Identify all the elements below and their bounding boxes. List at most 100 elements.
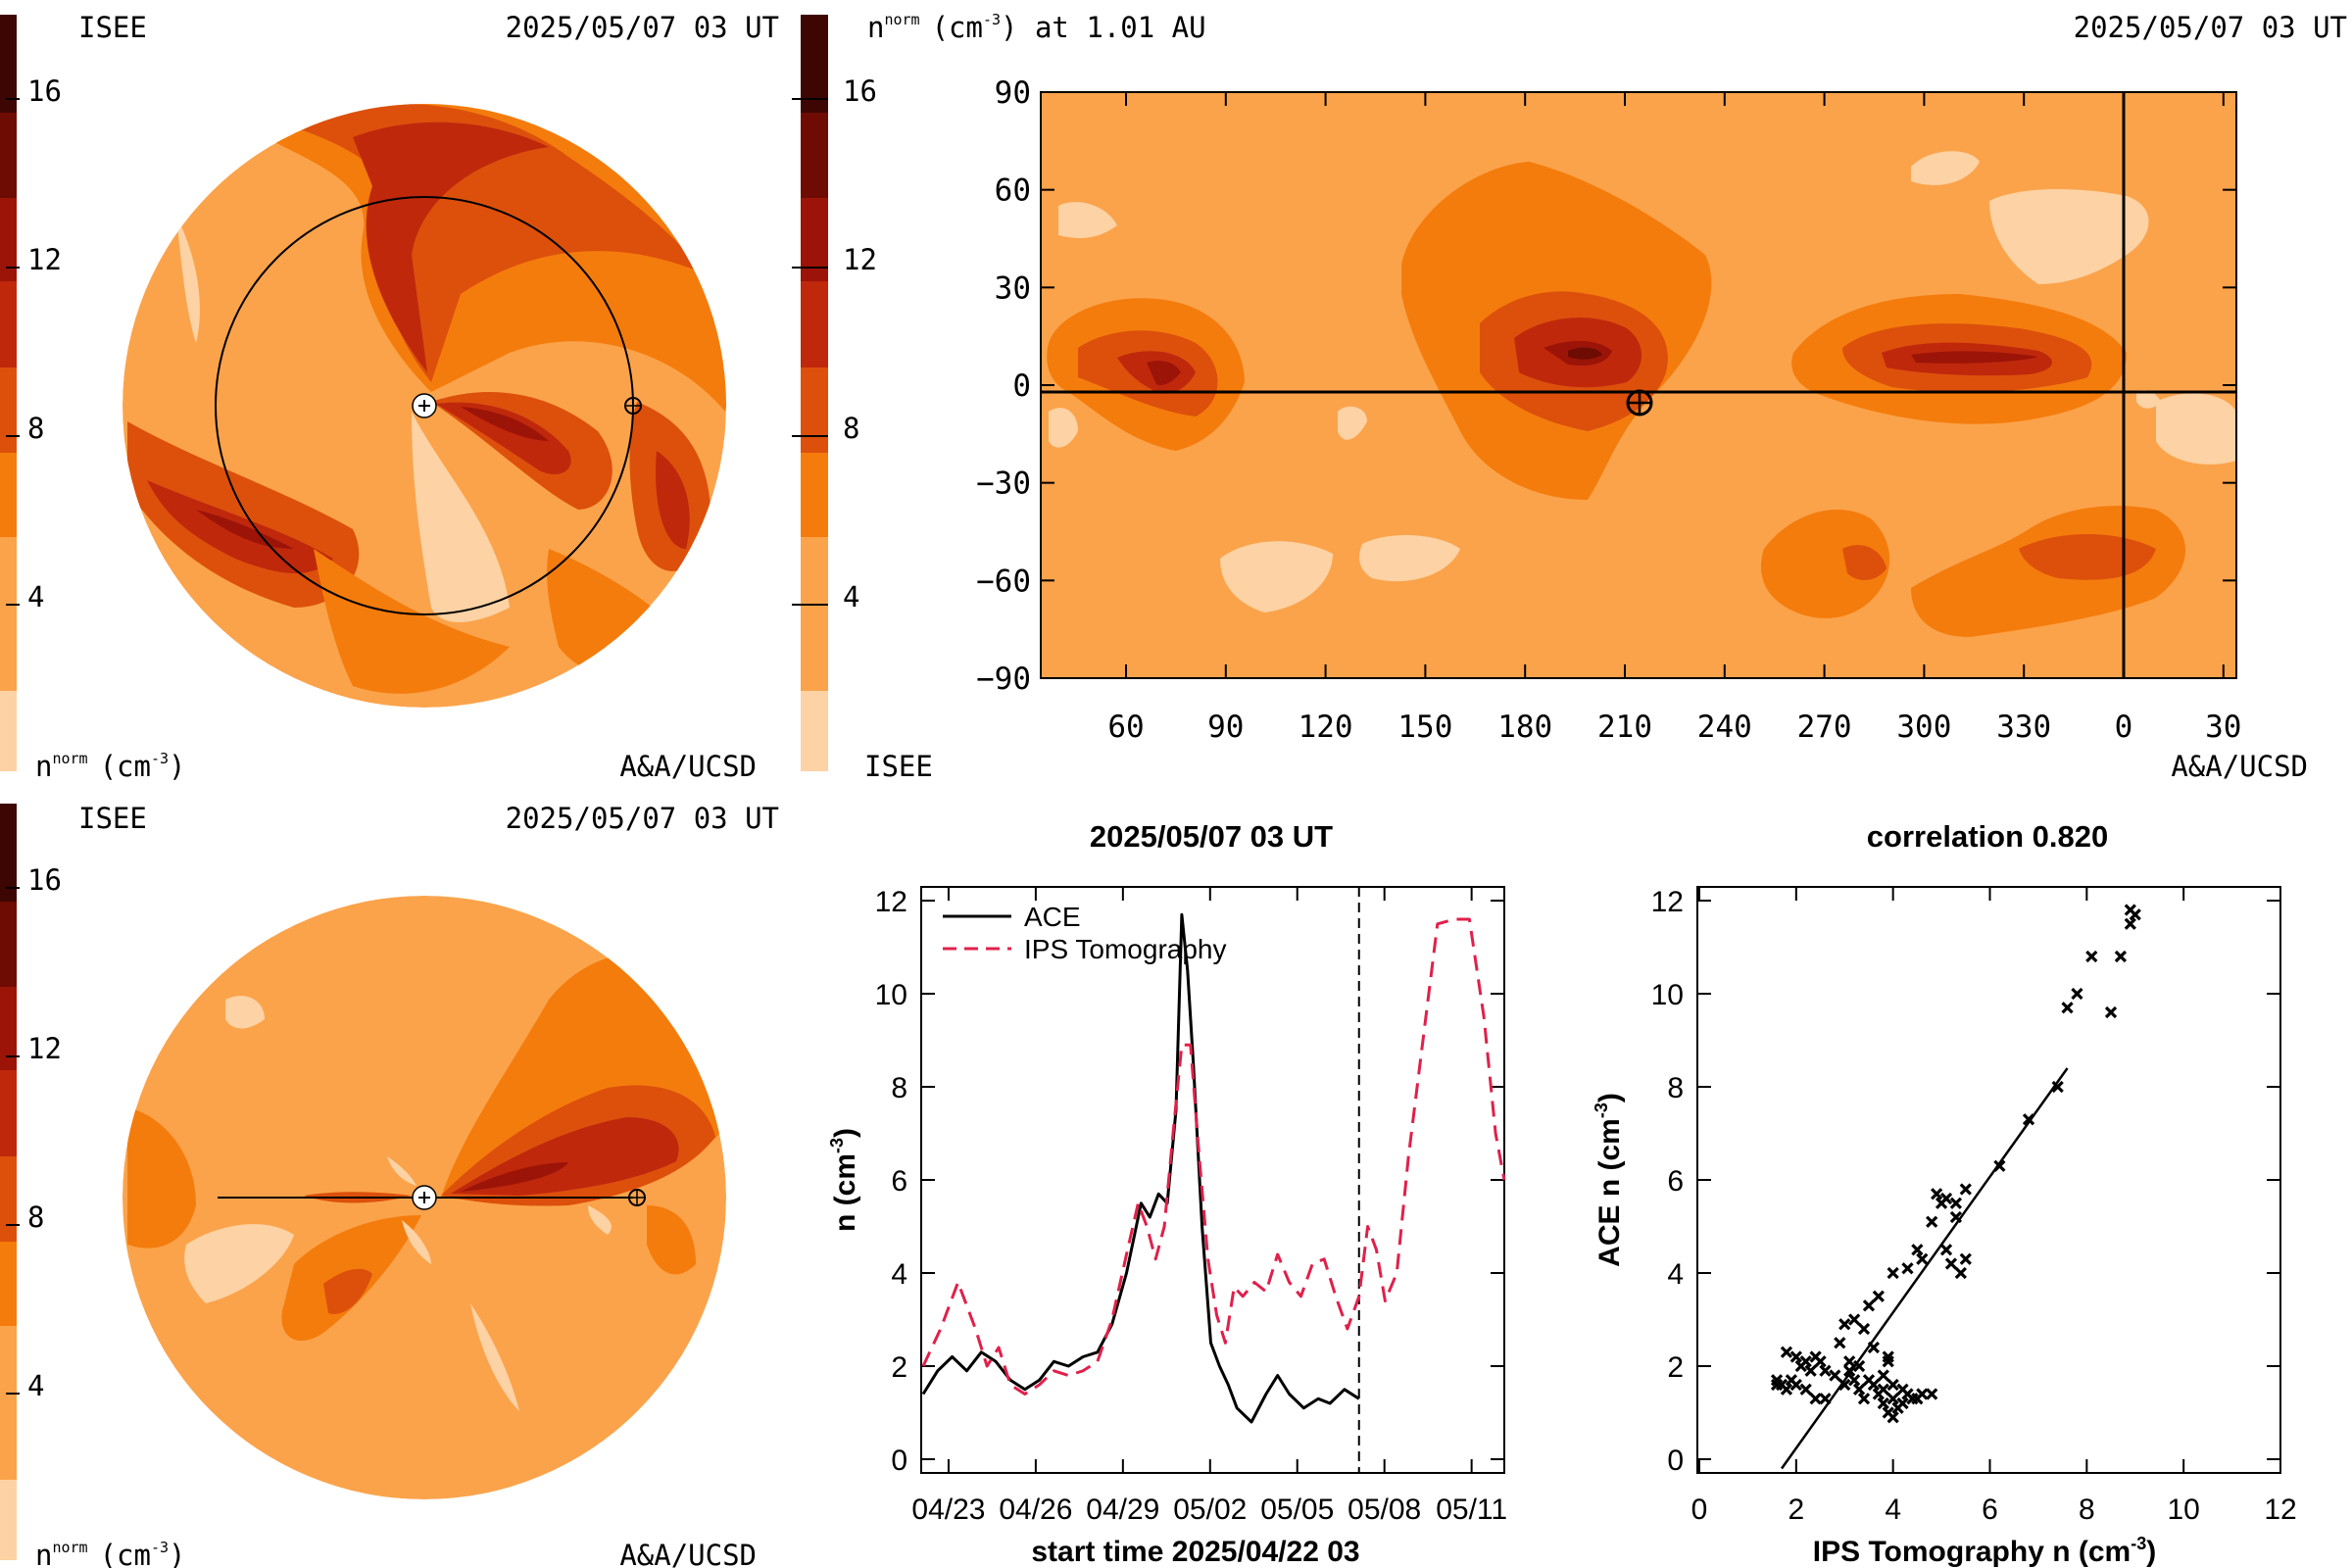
panel-tr-org-label: ISEE bbox=[864, 750, 933, 783]
panel-tr-x-axis: 60 90 120 150 180 210 240 270 300 330 0 30 bbox=[1107, 92, 2241, 745]
scatter-point bbox=[1852, 1359, 1866, 1373]
scatter-point bbox=[1939, 1192, 1953, 1205]
y-tick-label: 10 bbox=[875, 979, 907, 1011]
scatter-point bbox=[1916, 1388, 1929, 1400]
colorbar-band bbox=[0, 804, 17, 902]
scatter-point bbox=[1959, 1183, 1972, 1196]
time-series-y-label: n (cm-3) bbox=[827, 1128, 861, 1232]
scatter-point bbox=[1799, 1355, 1812, 1368]
y-tick-label: −90 bbox=[976, 662, 1031, 697]
scatter-point bbox=[1931, 1188, 1943, 1200]
y-tick-label: 8 bbox=[891, 1072, 907, 1104]
x-tick-label: 270 bbox=[1797, 710, 1852, 745]
colorbar-tick-label: 12 bbox=[843, 243, 877, 276]
y-tick-label: 60 bbox=[995, 173, 1031, 209]
panel-tl-unit-label: nnorm (cm-3) bbox=[35, 750, 186, 783]
y-tick-label: 8 bbox=[1667, 1072, 1684, 1104]
scatter-point bbox=[2051, 1080, 2064, 1094]
panel-tr-density-map bbox=[1041, 92, 2236, 678]
scatter-point bbox=[1872, 1290, 1885, 1302]
x-tick-label: 0 bbox=[1691, 1494, 1708, 1526]
x-tick-label: 05/05 bbox=[1260, 1494, 1334, 1526]
scatter-title: correlation 0.820 bbox=[1867, 819, 2108, 854]
scatter-point bbox=[1939, 1244, 1953, 1256]
colorbar-tick-label: 4 bbox=[843, 580, 859, 613]
x-tick-label: 240 bbox=[1697, 710, 1752, 745]
scatter-point bbox=[2104, 1005, 2118, 1019]
colorbar-band bbox=[0, 15, 17, 113]
x-tick-label: 4 bbox=[1885, 1494, 1901, 1526]
legend-label-ips: IPS Tomography bbox=[1024, 934, 1227, 964]
x-tick-label: 150 bbox=[1397, 710, 1452, 745]
panel-bl-credit: A&A/UCSD bbox=[619, 1539, 757, 1568]
scatter-point bbox=[1911, 1244, 1924, 1256]
y-tick-label: 2 bbox=[1667, 1351, 1684, 1384]
panel-tl-credit: A&A/UCSD bbox=[619, 750, 757, 783]
time-series-legend: ACE IPS Tomography bbox=[943, 902, 1227, 964]
y-tick-label: −60 bbox=[976, 564, 1031, 599]
scatter-point bbox=[2071, 987, 2083, 1001]
y-tick-label: 90 bbox=[995, 75, 1031, 111]
scatter-point bbox=[1886, 1378, 1899, 1392]
y-tick-label: 0 bbox=[891, 1445, 907, 1477]
scatter-point bbox=[1896, 1396, 1909, 1410]
x-tick-label: 05/08 bbox=[1348, 1494, 1421, 1526]
scatter-point bbox=[1852, 1383, 1866, 1396]
scatter-point bbox=[1877, 1383, 1889, 1396]
y-tick-label: 30 bbox=[995, 270, 1031, 306]
scatter-point bbox=[2114, 950, 2128, 963]
scatter-point bbox=[1847, 1374, 1861, 1387]
scatter-point bbox=[1838, 1318, 1851, 1331]
scatter-point bbox=[1814, 1355, 1827, 1368]
colorbar-tick-label: 8 bbox=[27, 1200, 44, 1234]
scatter-y-label: ACE n (cm-3) bbox=[1592, 1093, 1626, 1267]
scatter-point bbox=[1926, 1215, 1938, 1228]
x-tick-label: 60 bbox=[1107, 710, 1144, 745]
scatter-point bbox=[1886, 1266, 1899, 1280]
time-series-plot-frame bbox=[920, 886, 1505, 1474]
scatter-point bbox=[1944, 1257, 1958, 1270]
colorbar-tick-label: 12 bbox=[27, 243, 62, 276]
scatter-point bbox=[2124, 917, 2136, 930]
panel-tr-datetime: 2025/05/07 03 UT bbox=[2074, 11, 2347, 44]
scatter-point bbox=[1789, 1378, 1802, 1392]
scatter-point bbox=[1819, 1364, 1832, 1377]
x-tick-label: 210 bbox=[1597, 710, 1652, 745]
scatter-point bbox=[1857, 1322, 1871, 1336]
scatter-point bbox=[2124, 904, 2136, 916]
y-tick-label: 10 bbox=[1651, 979, 1684, 1011]
y-tick-label: 12 bbox=[875, 886, 907, 918]
x-tick-label: 180 bbox=[1497, 710, 1552, 745]
x-tick-label: 30 bbox=[2205, 710, 2241, 745]
ace-series-line bbox=[921, 912, 1360, 1424]
y-tick-label: 12 bbox=[1651, 886, 1684, 918]
scatter-point bbox=[1867, 1341, 1881, 1354]
scatter-point bbox=[1949, 1197, 1963, 1209]
colorbar-tick-label: 16 bbox=[843, 74, 877, 108]
y-tick-label: 0 bbox=[1012, 368, 1031, 404]
earth-marker bbox=[624, 397, 642, 415]
time-series-chart: 2025/05/07 03 UT 0 2 4 6 8 10 12 04/23 04/26 04/2… bbox=[827, 819, 1507, 1568]
x-tick-label: 90 bbox=[1207, 710, 1244, 745]
x-tick-label: 12 bbox=[2264, 1494, 2296, 1526]
scatter-point bbox=[1843, 1355, 1856, 1368]
panel-bl-density-map bbox=[122, 896, 726, 1499]
panel-top-left: ISEE 2025/05/07 03 UT 16 12 8 4 bbox=[0, 11, 779, 783]
scatter-point bbox=[1847, 1313, 1861, 1326]
panel-tr-colorbar: 16 12 8 4 bbox=[792, 15, 877, 771]
scatter-point bbox=[1896, 1383, 1909, 1396]
panel-tr-title: nnorm (cm-3) at 1.01 AU bbox=[867, 11, 1206, 44]
x-tick-label: 04/23 bbox=[911, 1494, 985, 1526]
scatter-point bbox=[1819, 1393, 1832, 1405]
x-tick-label: 10 bbox=[2167, 1494, 2199, 1526]
panel-bl-colorbar: 16 12 8 4 bbox=[0, 804, 62, 1560]
scatter-point bbox=[1959, 1252, 1972, 1265]
scatter-points bbox=[1770, 904, 2141, 1470]
scatter-point bbox=[1886, 1411, 1899, 1424]
x-tick-label: 8 bbox=[2079, 1494, 2095, 1526]
panel-top-right: 16 12 8 4 nnorm (cm-3) at 1.01 AU 2025/05… bbox=[792, 11, 2347, 783]
colorbar-tick-label: 16 bbox=[27, 863, 62, 897]
y-tick-label: 0 bbox=[1667, 1445, 1684, 1477]
ips-tomography-series-line bbox=[921, 917, 1506, 1396]
scatter-point bbox=[1789, 1350, 1802, 1363]
